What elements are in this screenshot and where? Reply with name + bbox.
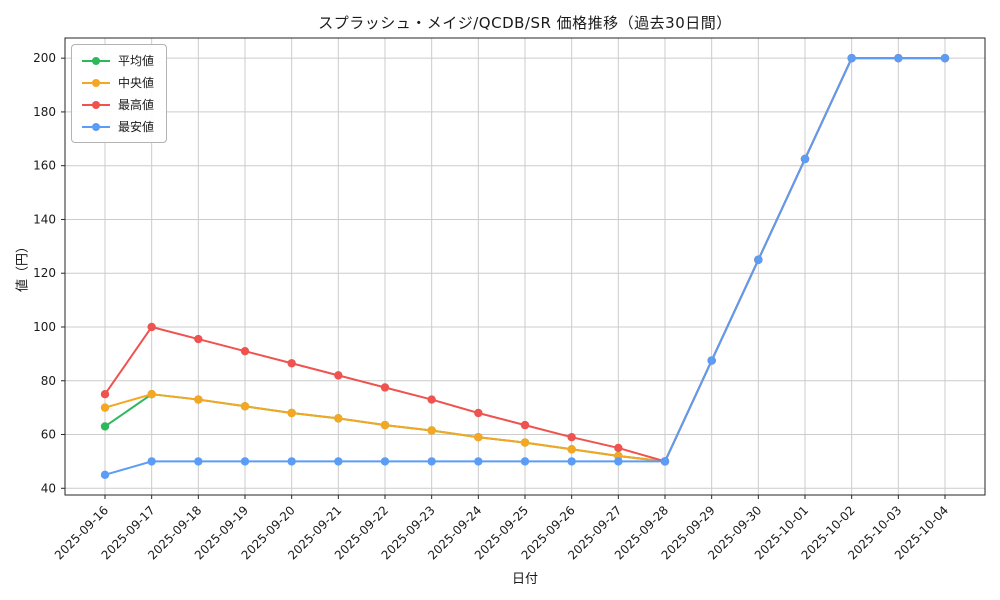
y-tick-label: 80	[41, 374, 56, 388]
legend-item: 中央値	[81, 74, 154, 91]
data-point-marker	[380, 383, 390, 392]
y-tick-label: 160	[33, 159, 56, 173]
legend-line-marker-icon	[82, 122, 110, 131]
data-point-marker	[707, 356, 716, 365]
data-point-marker	[567, 457, 576, 466]
data-point-marker	[614, 457, 623, 466]
data-point-marker	[847, 53, 856, 63]
data-point-marker	[754, 255, 763, 264]
y-tick-label: 120	[33, 266, 56, 280]
data-point-marker	[147, 389, 156, 399]
legend-label: 最安値	[118, 120, 155, 134]
legend-label: 最高値	[118, 98, 155, 112]
y-tick-label: 40	[41, 481, 56, 495]
data-point-marker	[147, 457, 156, 466]
data-point-marker	[147, 322, 156, 332]
data-point-marker	[427, 395, 436, 404]
axis-ticks: 4060801001201401601802002025-09-162025-0…	[33, 51, 951, 562]
y-tick-label: 140	[33, 212, 56, 226]
chart-legend: 平均値中央値最高値最安値	[71, 44, 168, 143]
legend-line-marker-icon	[82, 56, 110, 65]
legend-line-marker-icon	[82, 78, 110, 87]
plot-border	[64, 37, 986, 496]
data-point-marker	[100, 422, 110, 431]
legend-item: 平均値	[81, 52, 154, 69]
data-point-marker	[474, 457, 483, 466]
data-point-marker	[100, 389, 110, 399]
data-point-marker	[240, 402, 250, 411]
chart-title: スプラッシュ・メイジ/QCDB/SR 価格推移（過去30日間）	[318, 14, 732, 32]
legend-item: 最高値	[81, 96, 154, 113]
legend-label: 中央値	[118, 76, 155, 90]
y-tick-label: 60	[41, 428, 56, 442]
data-point-marker	[520, 438, 530, 447]
data-point-marker	[474, 433, 483, 442]
data-point-marker	[240, 457, 250, 466]
data-point-marker	[287, 408, 296, 418]
data-point-marker	[520, 457, 530, 466]
data-point-marker	[800, 154, 810, 164]
data-point-marker	[287, 359, 296, 368]
data-point-marker	[334, 414, 343, 423]
x-axis-label: 日付	[511, 572, 538, 587]
data-point-marker	[240, 346, 250, 356]
data-point-marker	[474, 408, 483, 418]
data-point-marker	[427, 426, 436, 435]
data-point-marker	[614, 443, 623, 453]
data-point-marker	[567, 433, 576, 442]
legend-line-marker-icon	[82, 100, 110, 109]
legend-label: 平均値	[118, 54, 155, 68]
data-point-marker	[520, 420, 530, 430]
data-point-marker	[380, 420, 390, 430]
grid-lines	[65, 38, 985, 495]
data-point-marker	[334, 371, 343, 380]
data-point-marker	[334, 457, 343, 466]
legend-item: 最安値	[81, 118, 154, 135]
data-point-marker	[567, 445, 576, 454]
data-series	[100, 53, 950, 480]
data-point-marker	[660, 457, 670, 466]
data-point-marker	[380, 457, 390, 466]
data-point-marker	[194, 334, 203, 344]
data-point-marker	[194, 395, 203, 404]
data-point-marker	[894, 53, 903, 63]
y-tick-label: 200	[33, 51, 56, 65]
data-point-marker	[287, 457, 296, 466]
y-tick-label: 100	[33, 320, 56, 334]
data-point-marker	[194, 457, 203, 466]
data-point-marker	[100, 470, 110, 480]
data-point-marker	[940, 53, 950, 63]
data-point-marker	[100, 403, 110, 412]
y-tick-label: 180	[33, 105, 56, 119]
data-point-marker	[427, 457, 436, 466]
